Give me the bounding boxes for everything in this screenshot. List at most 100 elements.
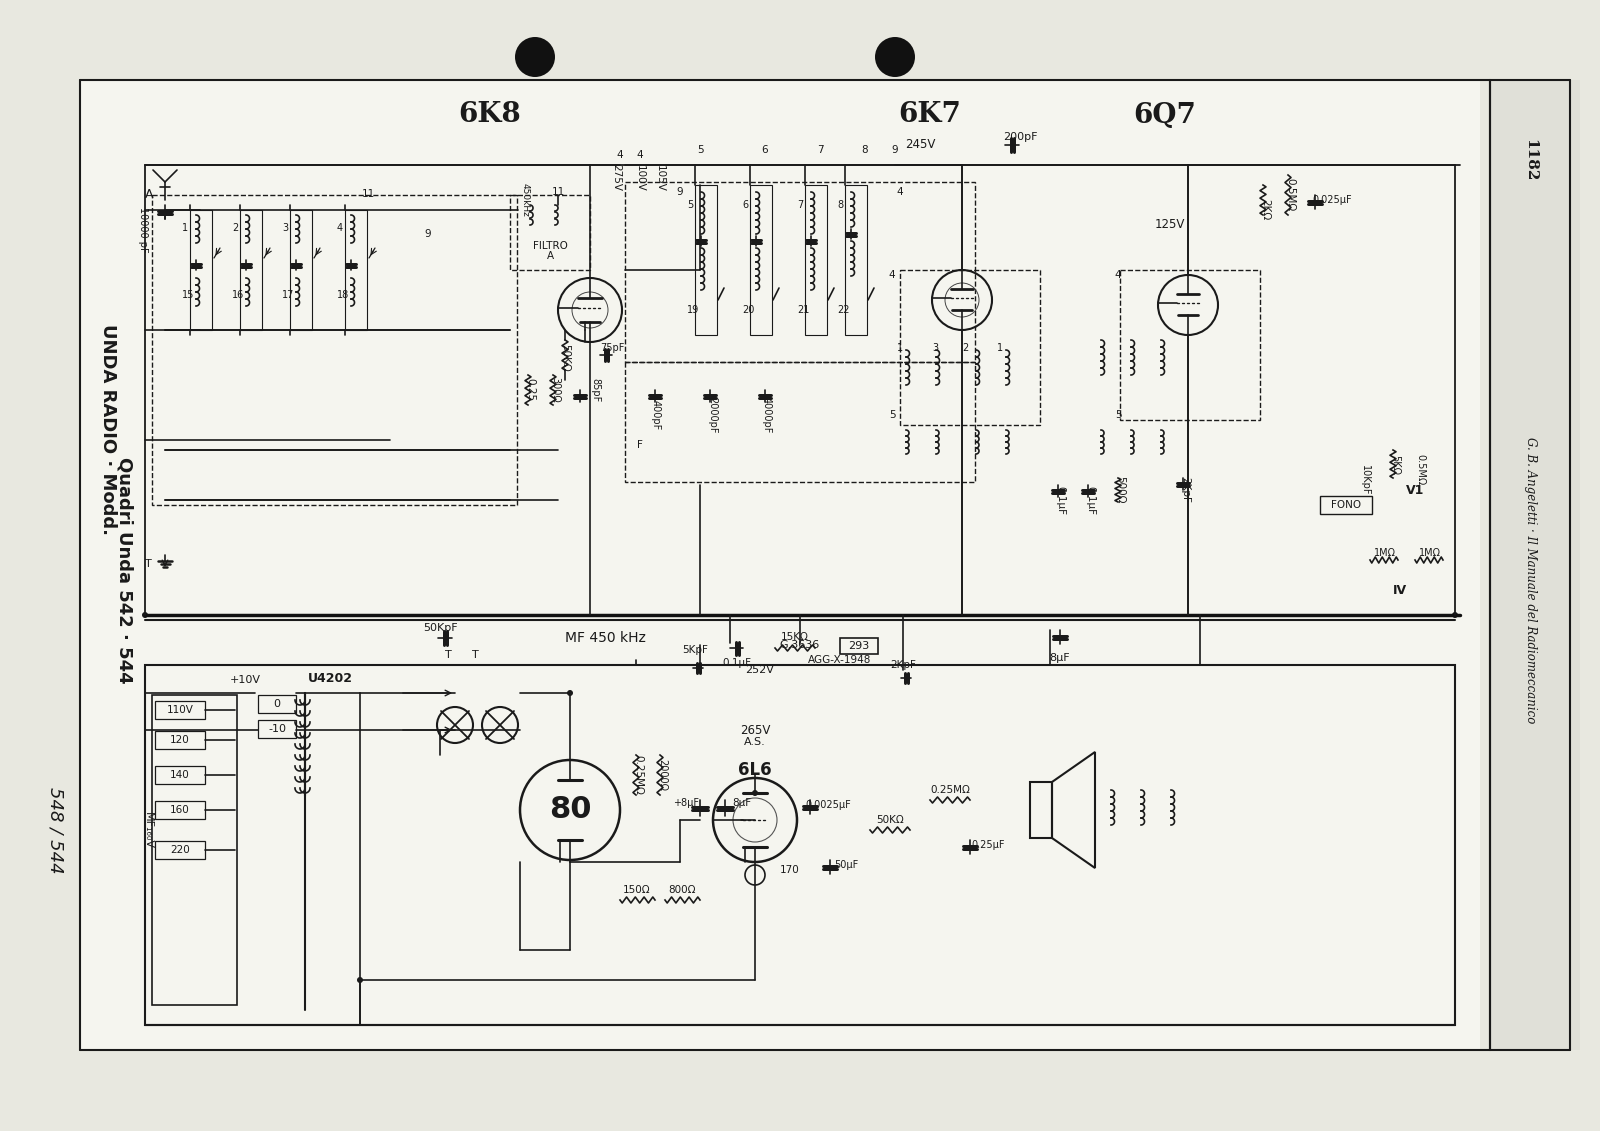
Text: 6: 6 — [762, 145, 768, 155]
Bar — [146, 665, 1454, 1025]
Text: 2KpF: 2KpF — [890, 661, 915, 670]
Bar — [845, 185, 867, 335]
Text: G. B. Angeletti · Il Manuale del Radiomeccanico: G. B. Angeletti · Il Manuale del Radiome… — [1523, 437, 1536, 723]
Text: 50μF: 50μF — [834, 860, 858, 870]
Bar — [155, 731, 205, 749]
Text: MF₁₆₀V: MF₁₆₀V — [142, 812, 154, 848]
Text: 8μF: 8μF — [1050, 653, 1070, 663]
Text: 1: 1 — [898, 343, 902, 353]
Text: 100V: 100V — [635, 165, 645, 191]
Text: 20: 20 — [742, 305, 754, 316]
Text: 18: 18 — [338, 290, 349, 300]
Text: 85pF: 85pF — [590, 378, 600, 403]
Bar — [626, 182, 974, 362]
Bar — [1490, 80, 1581, 1050]
Text: 15KΩ: 15KΩ — [781, 632, 810, 642]
Text: 6K8: 6K8 — [459, 102, 522, 129]
Text: 5: 5 — [686, 200, 693, 210]
Text: 0,25: 0,25 — [525, 379, 534, 402]
Text: 2000pF: 2000pF — [707, 397, 717, 433]
Bar — [155, 766, 205, 784]
Text: 0.25MΩ: 0.25MΩ — [930, 785, 970, 795]
Text: 275V: 275V — [611, 164, 621, 191]
Circle shape — [142, 612, 147, 618]
Text: 293: 293 — [848, 641, 870, 651]
Text: 300Ω: 300Ω — [550, 377, 560, 403]
Text: 4000pF: 4000pF — [762, 397, 771, 433]
Text: 80: 80 — [549, 795, 592, 824]
Circle shape — [752, 789, 758, 796]
Text: 2KpF: 2KpF — [1181, 477, 1190, 503]
Bar — [840, 638, 878, 654]
Text: 5KΩ: 5KΩ — [1390, 455, 1400, 475]
Text: 160: 160 — [170, 805, 190, 815]
Text: 8: 8 — [837, 200, 843, 210]
Text: 11: 11 — [552, 187, 565, 197]
Text: 170: 170 — [781, 865, 800, 875]
Text: 0.5MΩ: 0.5MΩ — [1285, 179, 1294, 211]
Text: 6L6: 6L6 — [738, 761, 771, 779]
Text: 450kHz: 450kHz — [520, 183, 530, 217]
Text: 220: 220 — [170, 845, 190, 855]
Bar — [152, 696, 237, 1005]
Text: A: A — [144, 189, 154, 201]
Text: 6K7: 6K7 — [899, 102, 962, 129]
Bar — [1120, 270, 1261, 420]
Text: 5: 5 — [696, 145, 704, 155]
Text: 1: 1 — [997, 343, 1003, 353]
Text: 10000 pF: 10000 pF — [138, 207, 147, 253]
Text: 16: 16 — [232, 290, 245, 300]
Text: 17: 17 — [282, 290, 294, 300]
Text: T: T — [445, 650, 451, 661]
Text: 120: 120 — [170, 735, 190, 745]
Text: Quadri Unda 542 · 544: Quadri Unda 542 · 544 — [115, 457, 133, 683]
Bar — [258, 696, 296, 713]
Text: F: F — [637, 440, 643, 450]
Circle shape — [515, 37, 555, 77]
Text: T: T — [144, 559, 152, 569]
Text: 0,1μF: 0,1μF — [1054, 485, 1066, 515]
Text: 4: 4 — [1115, 270, 1122, 280]
Text: 500Ω: 500Ω — [1115, 476, 1125, 503]
Text: 1182: 1182 — [1523, 139, 1538, 181]
Circle shape — [566, 690, 573, 696]
Text: 50KΩ: 50KΩ — [560, 344, 570, 372]
Text: 4: 4 — [896, 187, 904, 197]
Text: 2: 2 — [962, 343, 968, 353]
Text: 110V: 110V — [166, 705, 194, 715]
Text: FILTRO: FILTRO — [533, 241, 568, 251]
Text: 9: 9 — [424, 228, 432, 239]
Text: 75pF: 75pF — [600, 343, 624, 353]
Bar — [694, 185, 717, 335]
Text: 5KpF: 5KpF — [682, 645, 707, 655]
Text: 125V: 125V — [1155, 218, 1186, 232]
Text: 9: 9 — [891, 145, 898, 155]
Text: 9: 9 — [677, 187, 683, 197]
Text: IV: IV — [1394, 584, 1406, 596]
Text: 3: 3 — [282, 223, 288, 233]
Bar — [346, 210, 366, 330]
Text: 6Q7: 6Q7 — [1133, 102, 1197, 129]
Text: 0.25μF: 0.25μF — [971, 840, 1005, 851]
Text: 8μF: 8μF — [733, 798, 752, 808]
Bar — [80, 80, 1480, 1050]
Text: 10KpF: 10KpF — [1360, 465, 1370, 495]
Text: 21: 21 — [797, 305, 810, 316]
Text: 1: 1 — [182, 223, 189, 233]
Text: T: T — [472, 650, 478, 661]
Text: 22: 22 — [837, 305, 850, 316]
Bar — [155, 841, 205, 860]
Text: 2KΩ: 2KΩ — [1261, 199, 1270, 221]
Text: 3: 3 — [931, 343, 938, 353]
Text: 15: 15 — [182, 290, 194, 300]
Text: 4: 4 — [637, 150, 643, 159]
Text: +8μF: +8μF — [674, 798, 699, 808]
Text: 0: 0 — [274, 699, 280, 709]
Text: 19: 19 — [686, 305, 699, 316]
Text: U4202: U4202 — [307, 672, 352, 684]
Circle shape — [357, 977, 363, 983]
Text: 50KpF: 50KpF — [422, 623, 458, 633]
Text: 0.1μF: 0.1μF — [723, 658, 752, 668]
Text: 265V: 265V — [739, 724, 770, 736]
Text: 4: 4 — [616, 150, 624, 159]
